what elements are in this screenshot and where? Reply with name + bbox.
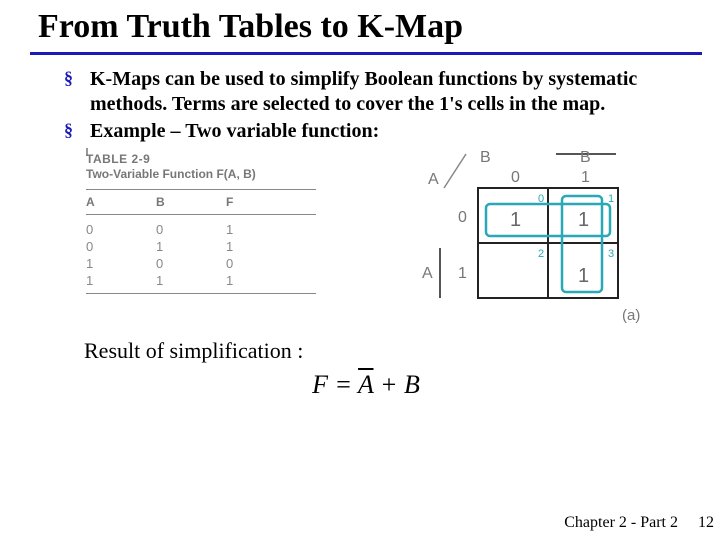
kmap: B B A A 0 1 0 1 0 1 2 3 1 1 1 [416, 148, 646, 328]
kmap-colvar: B [480, 149, 491, 166]
col-F: F [226, 195, 296, 209]
svg-text:1: 1 [608, 193, 614, 205]
kmap-rowvar: A [428, 171, 439, 188]
svg-text:0: 0 [511, 169, 520, 186]
table-row: 0 1 1 [86, 238, 316, 255]
kmap-colvar-top: B [580, 149, 591, 166]
svg-text:0: 0 [458, 209, 467, 226]
page-number: 12 [698, 514, 714, 532]
svg-text:1: 1 [458, 265, 467, 282]
table-subcaption: Two-Variable Function F(A, B) [86, 167, 316, 181]
kmap-cell: 1 [578, 209, 589, 231]
svg-text:3: 3 [608, 248, 614, 260]
col-A: A [86, 195, 156, 209]
table-header: A B F [86, 189, 316, 215]
svg-text:1: 1 [581, 169, 590, 186]
table-row: 0 0 1 [86, 221, 316, 238]
table-row: 1 0 0 [86, 255, 316, 272]
result-label: Result of simplification : [84, 338, 702, 364]
kmap-subfig-label: (a) [622, 307, 640, 324]
kmap-rowvar-side: A [422, 265, 433, 282]
kmap-cell: 1 [510, 209, 521, 231]
truth-table: TABLE 2-9 Two-Variable Function F(A, B) … [86, 148, 316, 328]
bullet-1: K-Maps can be used to simplify Boolean f… [64, 67, 692, 117]
title-divider [30, 52, 702, 55]
result-formula: F = A + B [30, 370, 702, 400]
table-row: 1 1 1 [86, 272, 316, 289]
bullet-2: Example – Two variable function: [64, 119, 692, 144]
kmap-cell: 1 [578, 265, 589, 287]
svg-text:2: 2 [538, 248, 544, 260]
footer-chapter: Chapter 2 - Part 2 [564, 514, 678, 532]
col-B: B [156, 195, 226, 209]
table-caption: TABLE 2-9 [86, 152, 316, 166]
slide-title: From Truth Tables to K-Map [38, 8, 702, 46]
